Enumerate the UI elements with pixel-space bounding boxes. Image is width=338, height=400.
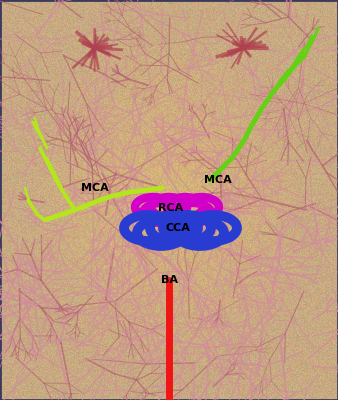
Text: RCA: RCA [159, 203, 184, 213]
Text: MCA: MCA [204, 175, 232, 185]
Text: MCA: MCA [81, 183, 109, 193]
Text: BA: BA [162, 275, 178, 285]
Text: CCA: CCA [166, 223, 190, 233]
